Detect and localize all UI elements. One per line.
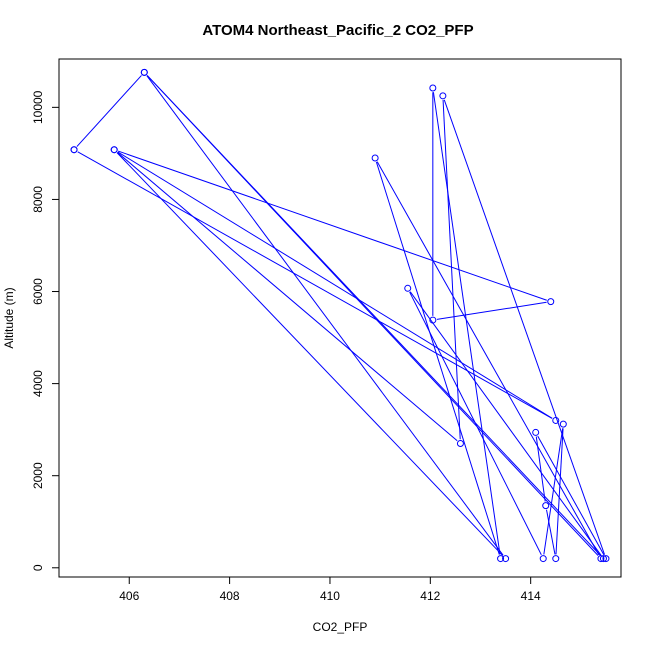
data-point (597, 555, 605, 563)
data-point (542, 502, 550, 510)
series-segment (76, 75, 142, 147)
series-segment (436, 301, 547, 320)
y-tick-label: 2000 (31, 462, 45, 489)
data-point (502, 555, 510, 563)
series-segment (375, 161, 500, 555)
series-segment (555, 428, 564, 555)
y-tick-label: 6000 (31, 278, 45, 305)
data-point (539, 555, 547, 563)
series-segment (117, 150, 547, 301)
series-segment (535, 436, 546, 502)
data-point (456, 439, 464, 447)
series-co2-altitude (70, 68, 610, 563)
plot-frame (58, 58, 622, 578)
data-point (140, 68, 148, 76)
data-point (404, 284, 412, 292)
data-point (552, 416, 560, 424)
series-segment (77, 151, 553, 419)
data-point (552, 555, 560, 563)
series-segment (146, 75, 601, 556)
x-tick-label: 406 (119, 589, 139, 603)
chart-title: ATOM4 Northeast_Pacific_2 CO2_PFP (202, 22, 473, 39)
data-point (497, 555, 505, 563)
x-axis-label: CO2_PFP (313, 620, 368, 634)
series-segment (376, 161, 600, 556)
y-tick-label: 10000 (31, 90, 45, 124)
data-point (599, 555, 607, 563)
x-tick-label: 412 (420, 589, 440, 603)
data-point (439, 92, 447, 100)
data-point (532, 428, 540, 436)
series-segment (432, 92, 501, 555)
x-tick-label: 410 (320, 589, 340, 603)
series-segment (116, 152, 504, 556)
series-segment (443, 99, 606, 555)
series-segment (409, 291, 602, 556)
series-segment (546, 509, 556, 555)
data-point (429, 316, 437, 324)
y-axis-label: Altitude (m) (2, 287, 16, 348)
series-segment (442, 100, 461, 440)
series-segment (543, 428, 564, 555)
data-point (547, 298, 555, 306)
y-tick-label: 8000 (31, 186, 45, 213)
x-tick-label: 408 (220, 589, 240, 603)
x-tick-label: 414 (521, 589, 541, 603)
series-segment (146, 75, 504, 556)
data-point (602, 555, 610, 563)
data-point (70, 146, 78, 154)
data-point (559, 420, 567, 428)
x-axis: 406 408 410 412 414 (119, 576, 541, 603)
series-segment (537, 435, 605, 556)
data-point (110, 146, 118, 154)
series-segment (117, 152, 458, 442)
series-segment (117, 151, 553, 419)
data-point (429, 84, 437, 92)
y-tick-label: 0 (31, 564, 45, 571)
y-axis: 0 2000 4000 6000 8000 10000 (31, 90, 60, 571)
y-tick-label: 4000 (31, 370, 45, 397)
data-point (371, 154, 379, 162)
